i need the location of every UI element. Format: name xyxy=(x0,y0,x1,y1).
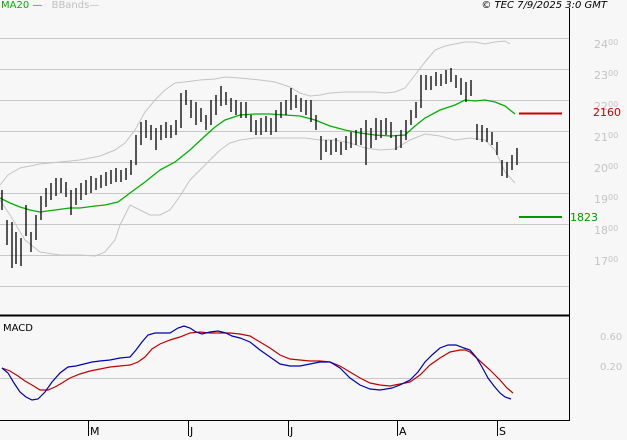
month-label-j1: J xyxy=(190,425,194,438)
month-label-j2: J xyxy=(290,425,294,438)
price-label-sup: 00 xyxy=(608,224,619,233)
price-label-sup: 00 xyxy=(608,162,619,171)
price-label-main: 20 xyxy=(594,162,608,175)
price-label-2300: 2300 xyxy=(594,68,618,82)
price-label-main: 19 xyxy=(594,193,608,206)
price-label-sup: 00 xyxy=(608,38,619,47)
legend-ma20-label: MA20 xyxy=(1,0,30,11)
ma20-line xyxy=(0,99,516,213)
month-label-m: M xyxy=(90,425,100,438)
price-label-main: 22 xyxy=(594,100,608,113)
chart-legend: MA20 — BBands— xyxy=(1,0,99,12)
bollinger-bands xyxy=(0,40,516,257)
macd-label-060: 0.60 xyxy=(600,332,623,343)
price-label-sup: 00 xyxy=(608,131,619,140)
price-gridlines xyxy=(0,38,569,287)
price-label-sup: 00 xyxy=(608,100,619,109)
price-label-sup: 00 xyxy=(608,193,619,202)
macd-signal-line xyxy=(1,331,514,394)
price-label-main: 21 xyxy=(594,131,608,144)
price-label-1800: 1800 xyxy=(594,223,618,237)
price-label-2000: 2000 xyxy=(594,161,618,175)
legend-bbands: BBands— xyxy=(51,0,100,11)
price-label-sup: 00 xyxy=(608,255,619,264)
macd-line xyxy=(1,325,512,401)
bband-upper xyxy=(0,40,511,186)
resistance-level-tag: 2160 xyxy=(593,106,621,119)
price-bars xyxy=(1,68,518,268)
legend-ma20: MA20 — xyxy=(1,0,43,11)
price-label-sup: 00 xyxy=(608,69,619,78)
month-label-s: S xyxy=(499,425,506,438)
copyright-timestamp: © TEC 7/9/2025 3:0 GMT xyxy=(481,0,607,11)
price-label-1900: 1900 xyxy=(594,192,618,206)
support-level-tag: 1823 xyxy=(570,211,598,224)
price-label-main: 18 xyxy=(594,224,608,237)
price-label-main: 17 xyxy=(594,255,608,268)
month-ticks xyxy=(88,421,498,436)
price-label-2200: 2200 xyxy=(594,99,618,113)
bband-lower xyxy=(0,133,516,257)
month-label-a: A xyxy=(399,425,407,438)
macd-title: MACD xyxy=(3,323,33,334)
price-label-1700: 1700 xyxy=(594,254,618,268)
price-label-main: 23 xyxy=(594,69,608,82)
legend-bbands-label: BBands xyxy=(51,0,90,11)
price-label-main: 24 xyxy=(594,38,608,51)
macd-label-020: 0.20 xyxy=(600,362,623,373)
price-label-2400: 2400 xyxy=(594,37,618,51)
price-label-2100: 2100 xyxy=(594,130,618,144)
